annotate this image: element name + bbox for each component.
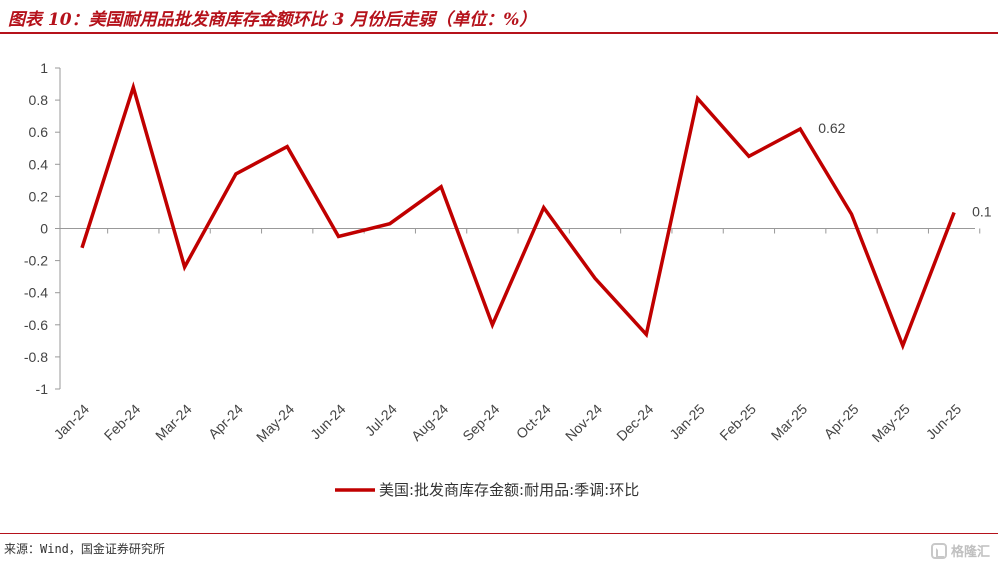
x-tick-label: Apr-24	[205, 401, 246, 442]
x-tick-label: Jun-24	[307, 401, 349, 443]
x-tick-label: Mar-24	[152, 401, 195, 444]
x-tick-label: Aug-24	[408, 401, 451, 444]
y-tick-label: 0.2	[29, 188, 49, 204]
x-tick-label: Sep-24	[459, 401, 502, 444]
y-tick-label: 0.6	[29, 124, 49, 140]
source-note: 来源：Wind，国金证券研究所	[4, 542, 165, 556]
x-tick-label: Dec-24	[613, 401, 656, 444]
y-tick-label: -1	[36, 381, 49, 397]
x-tick-label: Nov-24	[562, 401, 605, 444]
title-bar: 图表 10：美国耐用品批发商库存金额环比 3 月份后走弱（单位：%）	[0, 0, 998, 30]
y-tick-label: 1	[40, 60, 48, 76]
x-tick-label: Jun-25	[923, 401, 965, 443]
x-tick-label: Apr-25	[821, 401, 862, 442]
chart-title: 图表 10：美国耐用品批发商库存金额环比 3 月份后走弱（单位：%）	[8, 10, 537, 30]
legend-label: 美国:批发商库存金额:耐用品:季调:环比	[379, 481, 639, 499]
data-label: 0.62	[818, 120, 845, 136]
watermark-logo-icon	[930, 542, 947, 559]
y-tick-label: 0.8	[29, 92, 49, 108]
x-tick-label: May-24	[253, 401, 297, 445]
x-tick-label: Jan-25	[666, 401, 708, 443]
y-tick-label: -0.6	[24, 317, 48, 333]
title-divider	[0, 32, 998, 34]
x-tick-label: Mar-25	[768, 401, 811, 444]
x-tick-label: Jul-24	[362, 401, 400, 439]
x-tick-label: Feb-25	[716, 401, 759, 444]
y-tick-label: -0.8	[24, 349, 48, 365]
source-divider	[0, 533, 998, 534]
data-label: 0.1	[972, 203, 992, 219]
y-tick-label: 0.4	[29, 156, 49, 172]
x-tick-label: May-25	[869, 401, 913, 445]
x-tick-label: Oct-24	[513, 401, 554, 442]
x-tick-label: Jan-24	[51, 401, 93, 443]
y-tick-label: -0.2	[24, 253, 48, 269]
x-tick-label: Feb-24	[101, 401, 144, 444]
watermark: 格隆汇	[930, 541, 990, 560]
watermark-text: 格隆汇	[950, 545, 990, 560]
y-tick-label: -0.4	[24, 285, 48, 301]
series-line	[80, 81, 956, 351]
y-tick-label: 0	[40, 221, 48, 237]
